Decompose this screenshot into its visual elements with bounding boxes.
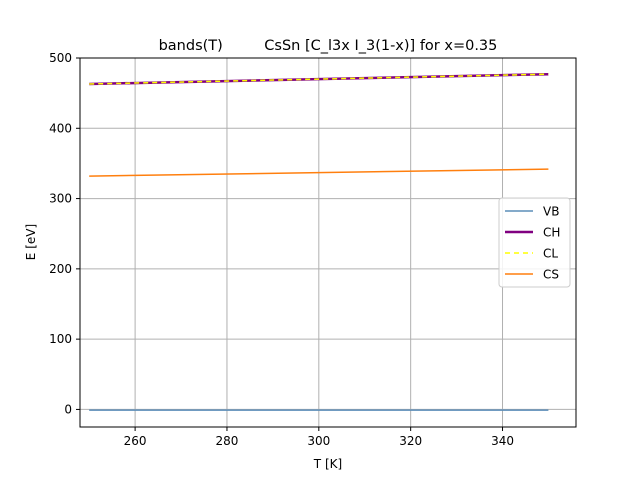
ticks: 260 280 300 320 340 0 100 200 300 400 500	[49, 51, 514, 448]
plot-frame	[79, 57, 577, 428]
legend-box	[498, 197, 571, 288]
legend-label-vb: VB	[543, 205, 559, 219]
x-tick-label: 300	[307, 434, 330, 448]
y-tick-label: 500	[49, 51, 72, 65]
y-tick-label: 400	[49, 121, 72, 135]
x-tick-label: 340	[491, 434, 514, 448]
series-layer	[89, 72, 549, 411]
legend-label-ch: CH	[543, 226, 560, 240]
series-line-cs	[89, 168, 549, 177]
legend: VB CH CL CS	[498, 197, 571, 288]
x-tick-label: 260	[124, 434, 147, 448]
x-axis-label: T [K]	[313, 457, 342, 471]
x-tick-label: 280	[216, 434, 239, 448]
y-tick-label: 200	[49, 262, 72, 276]
series-line-cl	[89, 73, 549, 85]
y-tick-label: 300	[49, 192, 72, 206]
y-tick-label: 100	[49, 332, 72, 346]
chart-title: bands(T) CsSn [C_l3x I_3(1-x)] for x=0.3…	[159, 38, 498, 54]
legend-label-cl: CL	[543, 247, 558, 261]
y-axis-label: E [eV]	[24, 224, 38, 260]
legend-label-cs: CS	[543, 268, 559, 282]
y-tick-label: 0	[64, 402, 72, 416]
x-tick-label: 320	[399, 434, 422, 448]
